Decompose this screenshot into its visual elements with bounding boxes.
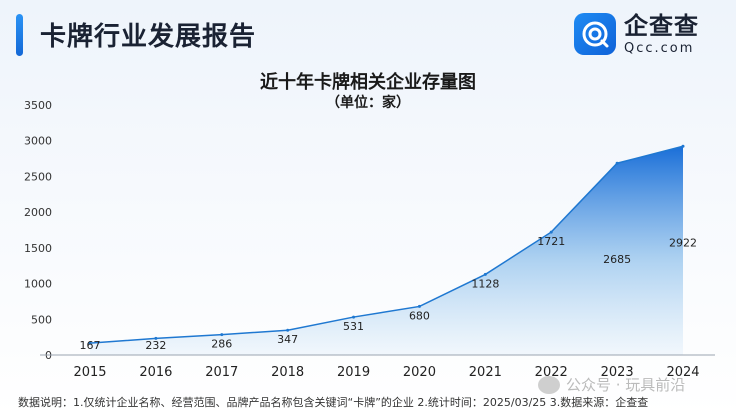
data-point xyxy=(220,333,224,337)
data-label: 531 xyxy=(343,320,364,333)
data-point xyxy=(615,161,619,165)
y-tick-label: 1000 xyxy=(24,278,52,291)
x-tick-label: 2017 xyxy=(205,365,238,380)
area-fill xyxy=(90,146,683,355)
chart-title: 近十年卡牌相关企业存量图 xyxy=(260,72,476,93)
x-tick-label: 2021 xyxy=(469,365,502,380)
data-label: 2685 xyxy=(603,253,631,266)
data-label: 167 xyxy=(80,339,101,352)
data-point xyxy=(352,315,356,319)
data-label: 286 xyxy=(211,338,232,351)
x-tick-label: 2018 xyxy=(271,365,304,380)
data-point xyxy=(681,144,685,148)
y-tick-label: 3000 xyxy=(24,135,52,148)
data-label: 680 xyxy=(409,309,430,322)
data-label: 2922 xyxy=(669,236,697,249)
x-tick-label: 2024 xyxy=(666,365,699,380)
y-tick-label: 1500 xyxy=(24,242,52,255)
y-tick-label: 2000 xyxy=(24,206,52,219)
brand-logo: 企查查 Qcc.com xyxy=(574,10,724,58)
data-point xyxy=(549,230,553,234)
y-tick-label: 2500 xyxy=(24,170,52,183)
data-point xyxy=(286,328,290,332)
logo-name: 企查查 xyxy=(624,11,699,40)
y-tick-label: 500 xyxy=(31,313,52,326)
chart-subtitle: （单位：家） xyxy=(326,95,410,111)
watermark: 公众号 · 玩具前沿 xyxy=(538,374,685,395)
watermark-text: 公众号 · 玩具前沿 xyxy=(566,376,686,394)
x-tick-label: 2016 xyxy=(139,365,172,380)
footer-note: 数据说明：1.仅统计企业名称、经营范围、品牌产品名称包含关键词“卡牌”的企业 2… xyxy=(18,396,649,409)
data-label: 347 xyxy=(277,333,298,346)
data-label: 1721 xyxy=(537,235,565,248)
logo-domain: Qcc.com xyxy=(624,40,695,56)
data-label: 232 xyxy=(145,339,166,352)
header-accent-bar xyxy=(16,14,23,56)
data-point xyxy=(483,272,487,276)
data-point xyxy=(88,341,92,345)
x-tick-label: 2015 xyxy=(73,365,106,380)
x-tick-label: 2020 xyxy=(403,365,436,380)
x-tick-label: 2023 xyxy=(601,365,634,380)
page-title: 卡牌行业发展报告 xyxy=(40,22,257,52)
x-tick-label: 2019 xyxy=(337,365,370,380)
wechat-icon xyxy=(538,375,560,394)
data-point xyxy=(154,336,158,340)
y-tick-label: 3500 xyxy=(24,99,52,112)
series-line xyxy=(89,145,684,344)
data-label: 1128 xyxy=(471,277,499,290)
qcc-logo-icon xyxy=(574,13,616,55)
data-point xyxy=(417,304,421,308)
